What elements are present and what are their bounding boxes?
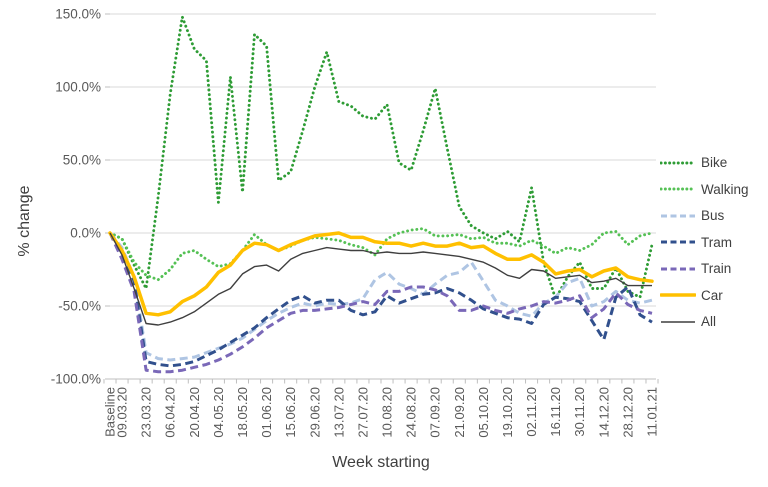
legend-label: Bus (701, 208, 725, 223)
x-tick-label: 04.05.20 (211, 387, 226, 438)
series-line-bus (108, 232, 653, 362)
legend-item-all: All (660, 314, 749, 329)
legend-label: Car (701, 287, 723, 303)
series-line-car (108, 231, 654, 317)
y-tick-label: 100.0% (55, 80, 101, 95)
x-tick-label: 16.11.20 (548, 387, 563, 437)
x-tick-label: 23.03.20 (139, 387, 154, 438)
legend-label: Tram (701, 234, 732, 250)
x-tick-label: 01.06.20 (259, 387, 274, 438)
x-tick-label: 24.08.20 (404, 387, 419, 438)
x-tick-label: 29.06.20 (307, 387, 322, 438)
legend-item-walking: Walking (660, 182, 749, 197)
y-tick-label: 0.0% (70, 226, 101, 241)
legend-item-bus: Bus (660, 208, 749, 223)
legend-line-sample-train (661, 267, 695, 270)
x-tick-label: 05.10.20 (476, 387, 491, 438)
legend-label: All (701, 314, 717, 329)
x-tick-label: 02.11.20 (524, 387, 539, 437)
x-axis-title: Week starting (332, 454, 430, 471)
x-tick-label: 20.04.20 (187, 387, 202, 438)
legend-label: Walking (701, 181, 749, 197)
x-tick-label: 11.01.21 (645, 387, 660, 437)
x-tick-label: 14.12.20 (596, 387, 611, 438)
legend-label: Train (701, 261, 732, 276)
x-tick-label: 18.05.20 (235, 387, 250, 438)
x-tick-label: 09.03.20 (115, 387, 130, 438)
legend-line-sample-bike (660, 161, 696, 164)
y-tick-label: -100.0% (51, 372, 101, 387)
legend-item-tram: Tram (660, 235, 749, 250)
legend-item-train: Train (660, 261, 749, 276)
series-line-all (109, 232, 652, 326)
series-line-walking (108, 227, 654, 282)
x-tick-label: Baseline (103, 387, 118, 437)
x-tick-label: 30.11.20 (572, 387, 587, 437)
x-tick-label: 10.08.20 (380, 387, 395, 438)
y-tick-label: -50.0% (58, 299, 101, 314)
x-tick-label: 13.07.20 (331, 387, 346, 438)
x-tick-label: 21.09.20 (452, 387, 467, 438)
y-tick-label: 150.0% (55, 7, 101, 22)
legend-item-bike: Bike (660, 155, 749, 170)
x-tick-label: 15.06.20 (283, 387, 298, 438)
series-line-train (108, 232, 653, 374)
y-axis-title: % change (16, 185, 33, 257)
legend-line-sample-bus (661, 214, 695, 217)
legend-line-sample-car (660, 293, 696, 297)
series-line-bike (108, 15, 654, 301)
y-tick-label: 50.0% (63, 153, 101, 168)
legend-line-sample-all (661, 320, 695, 323)
x-tick-label: 19.10.20 (500, 387, 515, 438)
legend-line-sample-tram (661, 240, 695, 244)
series-line-tram (108, 232, 653, 368)
x-tick-label: 07.09.20 (428, 387, 443, 438)
x-tick-label: 06.04.20 (163, 387, 178, 438)
x-tick-label: 28.12.20 (620, 387, 635, 438)
legend-line-sample-walking (660, 187, 696, 191)
legend: Bike Walking Bus Tram Train Car All (660, 155, 749, 329)
legend-label: Bike (701, 155, 728, 170)
legend-item-car: Car (660, 288, 749, 303)
x-tick-label: 27.07.20 (355, 387, 370, 438)
